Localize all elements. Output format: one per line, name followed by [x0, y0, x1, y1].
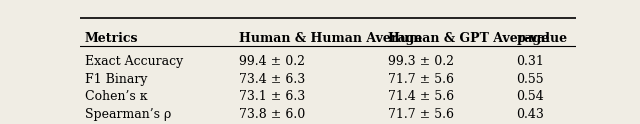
Text: Human & GPT Average: Human & GPT Average: [388, 32, 548, 45]
Text: 99.4 ± 0.2: 99.4 ± 0.2: [239, 55, 305, 68]
Text: 73.4 ± 6.3: 73.4 ± 6.3: [239, 73, 305, 86]
Text: 71.7 ± 5.6: 71.7 ± 5.6: [388, 108, 454, 121]
Text: 73.8 ± 6.0: 73.8 ± 6.0: [239, 108, 305, 121]
Text: Metrics: Metrics: [85, 32, 138, 45]
Text: 73.1 ± 6.3: 73.1 ± 6.3: [239, 90, 305, 103]
Text: 0.43: 0.43: [516, 108, 545, 121]
Text: 0.55: 0.55: [516, 73, 544, 86]
Text: 99.3 ± 0.2: 99.3 ± 0.2: [388, 55, 454, 68]
Text: p-value: p-value: [516, 32, 568, 45]
Text: Human & Human Average: Human & Human Average: [239, 32, 422, 45]
Text: Exact Accuracy: Exact Accuracy: [85, 55, 183, 68]
Text: Cohen’s κ: Cohen’s κ: [85, 90, 148, 103]
Text: 71.4 ± 5.6: 71.4 ± 5.6: [388, 90, 454, 103]
Text: F1 Binary: F1 Binary: [85, 73, 147, 86]
Text: Spearman’s ρ: Spearman’s ρ: [85, 108, 172, 121]
Text: 0.54: 0.54: [516, 90, 544, 103]
Text: 0.31: 0.31: [516, 55, 545, 68]
Text: 71.7 ± 5.6: 71.7 ± 5.6: [388, 73, 454, 86]
